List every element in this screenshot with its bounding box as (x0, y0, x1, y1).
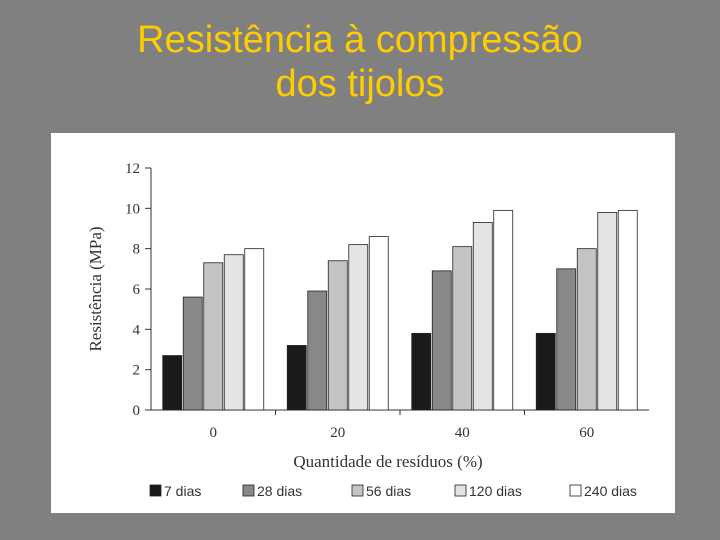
legend-label: 56 dias (366, 483, 411, 499)
legend-label: 7 dias (164, 483, 201, 499)
y-tick-label: 6 (133, 282, 141, 298)
bar (535, 332, 556, 411)
bar (348, 244, 369, 411)
y-tick-label: 4 (133, 322, 141, 338)
legend-swatch (454, 484, 467, 497)
bar (556, 268, 577, 411)
legend-swatch (149, 484, 162, 497)
slide-title-line-1: Resistência à compressão (137, 19, 583, 61)
legend-swatch (351, 484, 364, 497)
bar (452, 246, 473, 411)
y-tick-label: 10 (125, 201, 140, 217)
legend-label: 28 dias (257, 483, 302, 499)
bar (411, 332, 432, 411)
legend-swatch (242, 484, 255, 497)
x-tick-label: 40 (455, 425, 470, 441)
slide-title: Resistência à compressão dos tijolos (0, 18, 720, 106)
bar (617, 209, 638, 411)
y-tick-label: 0 (133, 403, 141, 419)
x-tick-label: 60 (579, 425, 594, 441)
bar (182, 296, 203, 411)
x-tick-label: 0 (210, 425, 218, 441)
bar (472, 222, 493, 411)
bar (307, 290, 328, 411)
bar (431, 270, 452, 411)
x-tick-label: 20 (330, 425, 345, 441)
chart-legend: 7 dias 28 dias 56 dias 120 dias 240 dias (149, 483, 637, 499)
legend-label: 240 dias (584, 483, 637, 499)
chart-labels: 0 2 4 6 8 10 12 0 20 40 60 Quantidade de resíduos (… (86, 161, 594, 471)
bar (327, 260, 348, 411)
legend-label: 120 dias (469, 483, 522, 499)
bar (244, 248, 265, 411)
y-tick-label: 8 (133, 242, 141, 258)
bar (597, 211, 618, 411)
bar (203, 262, 224, 411)
chart-bars (162, 209, 638, 411)
y-axis-title: Resistência (MPa) (86, 226, 105, 351)
chart-panel: 0 2 4 6 8 10 12 0 20 40 60 Quantidade de resíduos (… (51, 133, 675, 513)
legend-swatch (569, 484, 582, 497)
bar (493, 209, 514, 411)
x-axis-title: Quantidade de resíduos (%) (293, 452, 482, 471)
bar-chart: 0 2 4 6 8 10 12 0 20 40 60 Quantidade de resíduos (… (86, 161, 649, 499)
y-tick-label: 2 (133, 363, 141, 379)
bar (223, 254, 244, 411)
bar (368, 236, 389, 411)
bar (576, 248, 597, 411)
slide-title-line-2: dos tijolos (275, 63, 445, 105)
bar (286, 345, 307, 411)
y-tick-label: 12 (125, 161, 140, 177)
bar (162, 355, 183, 411)
